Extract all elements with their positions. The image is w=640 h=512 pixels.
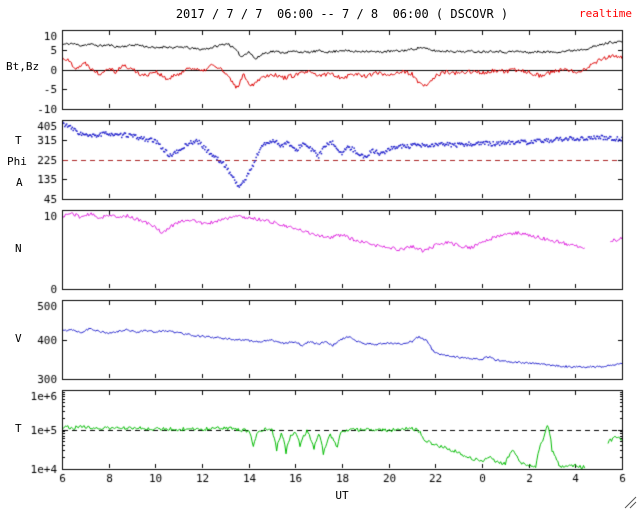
chart-title: 2017 / 7 / 7 06:00 -- 7 / 8 06:00 ( DSCO… xyxy=(175,7,509,21)
realtime-badge: realtime xyxy=(579,7,632,20)
panel-btbz-ylabel: Bt,Bz xyxy=(6,60,40,73)
panel-density-ylabel: N xyxy=(15,242,22,255)
panel-phi-ylabel-phi: Phi xyxy=(7,155,27,168)
panel-temperature-ylabel: T xyxy=(15,422,22,435)
x-axis-label: UT xyxy=(335,489,349,502)
panel-velocity-ylabel: V xyxy=(15,332,22,345)
panel-phi-ylabel-t: T xyxy=(15,134,22,147)
resize-grip-icon[interactable] xyxy=(623,495,637,509)
panel-phi-ylabel-a: A xyxy=(16,176,23,189)
